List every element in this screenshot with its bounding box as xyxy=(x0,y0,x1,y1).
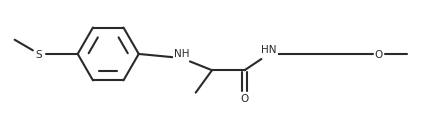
Text: O: O xyxy=(241,93,249,103)
Text: NH: NH xyxy=(174,49,189,58)
Text: O: O xyxy=(375,50,383,59)
Text: HN: HN xyxy=(261,45,277,54)
Text: S: S xyxy=(36,50,42,59)
